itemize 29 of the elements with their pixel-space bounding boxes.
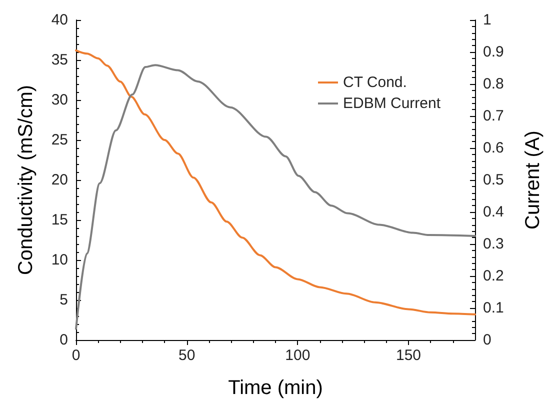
y2-tick-label: 0.6 — [483, 140, 504, 156]
x-tick-label: 50 — [178, 347, 196, 364]
y2-tick-label: 0.4 — [483, 204, 504, 220]
y2-axis-title: Current (A) — [522, 130, 544, 230]
y2-tick-label: 0.3 — [483, 236, 504, 252]
y-tick-label: 25 — [51, 132, 68, 148]
y2-tick-label: 0.8 — [483, 76, 504, 92]
legend-label: EDBM Current — [343, 95, 442, 112]
legend-label: CT Cond. — [343, 74, 407, 91]
y2-tick-label: 0.2 — [483, 268, 504, 284]
y-tick-label: 20 — [51, 172, 68, 188]
x-tick-label: 100 — [285, 347, 310, 364]
y2-tick-label: 0.7 — [483, 108, 504, 124]
y2-tick-label: 1 — [483, 12, 492, 28]
y-tick-label: 10 — [51, 252, 68, 268]
y-tick-label: 0 — [60, 332, 68, 348]
x-axis-title: Time (min) — [228, 377, 323, 399]
y-tick-label: 5 — [60, 292, 68, 308]
y2-tick-label: 0.1 — [483, 300, 504, 316]
y-tick-label: 35 — [51, 52, 68, 68]
y2-tick-label: 0.9 — [483, 44, 504, 60]
y2-tick-label: 0 — [483, 332, 492, 348]
y-tick-label: 30 — [51, 92, 68, 108]
y-axis-title: Conductivity (mS/cm) — [15, 84, 37, 276]
y-tick-label: 40 — [51, 12, 68, 28]
y2-tick-label: 0.5 — [483, 172, 504, 188]
x-tick-label: 150 — [396, 347, 422, 364]
x-tick-label: 0 — [72, 347, 80, 364]
y-tick-label: 15 — [51, 212, 68, 228]
